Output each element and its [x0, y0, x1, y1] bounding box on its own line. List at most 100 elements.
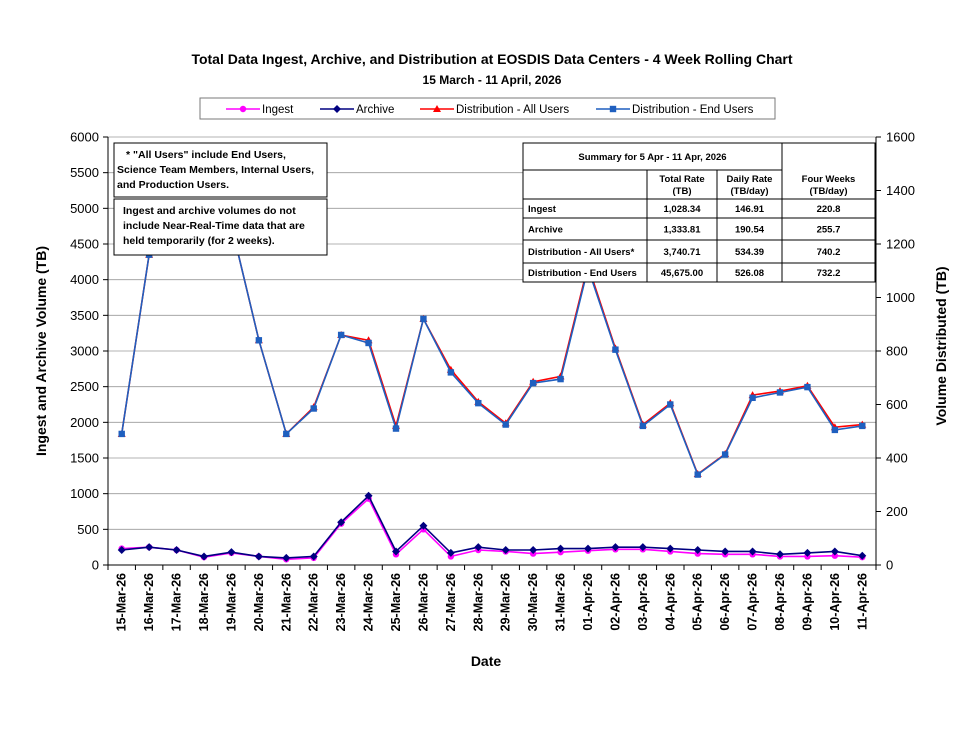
- data-point: [282, 553, 291, 562]
- legend-item: Distribution - All Users: [420, 104, 569, 116]
- note-line: Science Team Members, Internal Users,: [117, 164, 314, 176]
- summary-row-label: Distribution - All Users*: [528, 247, 635, 258]
- data-point: [638, 543, 647, 552]
- data-point: [145, 543, 154, 552]
- y-left-tick-label: 3000: [70, 344, 99, 359]
- y-right-tick-label: 600: [886, 397, 908, 412]
- x-tick-label: 17-Mar-26: [170, 573, 184, 631]
- x-tick-label: 10-Apr-26: [828, 573, 842, 631]
- data-point: [474, 543, 483, 552]
- y-right-tick-label: 1000: [886, 290, 915, 305]
- y-left-tick-label: 5000: [70, 201, 99, 216]
- data-point: [529, 546, 538, 555]
- legend-label: Distribution - End Users: [632, 104, 754, 116]
- series-distribution-end-users: [118, 214, 866, 478]
- note-line: and Production Users.: [117, 179, 229, 191]
- summary-cell-total: 1,028.34: [664, 204, 702, 215]
- summary-header-unit: (TB/day): [810, 186, 848, 197]
- legend-label: Distribution - All Users: [456, 104, 569, 116]
- data-point: [694, 471, 701, 478]
- legend-swatch-marker: [609, 105, 617, 113]
- summary-row-label: Archive: [528, 225, 563, 236]
- y-right-tick-label: 0: [886, 558, 893, 573]
- y-left-tick-label: 5500: [70, 165, 99, 180]
- legend-item: Ingest: [226, 104, 294, 116]
- y-left-tick-label: 2000: [70, 415, 99, 430]
- y-left-tick-label: 3500: [70, 308, 99, 323]
- x-tick-label: 11-Apr-26: [855, 573, 869, 630]
- y-right-tick-label: 400: [886, 451, 908, 466]
- summary-row-label: Ingest: [528, 204, 557, 215]
- data-point: [529, 379, 537, 387]
- x-tick-label: 19-Mar-26: [224, 573, 238, 631]
- y-left-tick-label: 4000: [70, 272, 99, 287]
- data-point: [446, 548, 455, 557]
- summary-cell-daily: 146.91: [735, 204, 765, 215]
- x-tick-label: 23-Mar-26: [334, 573, 348, 631]
- data-point: [447, 369, 455, 376]
- summary-frame: [522, 142, 876, 283]
- summary-header: Four Weeks: [802, 174, 856, 185]
- data-point: [254, 552, 263, 561]
- x-tick-label: 01-Apr-26: [581, 573, 595, 631]
- x-tick-label: 08-Apr-26: [773, 573, 787, 631]
- summary-header: Daily Rate: [727, 174, 773, 185]
- data-point: [392, 425, 400, 432]
- y-left-tick-label: 1000: [70, 486, 99, 501]
- x-axis-label: Date: [471, 653, 502, 669]
- data-point: [419, 521, 428, 530]
- note-line: include Near-Real-Time data that are: [123, 220, 305, 232]
- summary-cell-daily: 526.08: [735, 268, 764, 279]
- y-right-tick-label: 1200: [886, 237, 915, 252]
- x-tick-label: 03-Apr-26: [636, 573, 650, 631]
- data-point: [556, 544, 565, 553]
- x-tick-label: 29-Mar-26: [499, 573, 513, 631]
- data-point: [392, 547, 400, 556]
- y-right-tick-label: 200: [886, 504, 908, 519]
- data-point: [803, 548, 812, 557]
- summary-header-unit: (TB): [673, 186, 692, 197]
- legend-swatch-marker: [433, 105, 441, 112]
- summary-cell-total: 1,333.81: [664, 225, 702, 236]
- summary-header: Total Rate: [659, 174, 704, 185]
- y-left-tick-label: 6000: [70, 130, 99, 145]
- summary-title: Summary for 5 Apr - 11 Apr, 2026: [578, 152, 726, 163]
- legend-label: Ingest: [262, 104, 294, 116]
- x-tick-label: 25-Mar-26: [389, 573, 403, 631]
- data-point: [420, 315, 427, 323]
- data-point: [667, 401, 674, 408]
- legend-label: Archive: [356, 104, 394, 116]
- x-tick-label: 16-Mar-26: [142, 573, 156, 631]
- x-tick-label: 05-Apr-26: [691, 573, 705, 631]
- y-right-tick-label: 800: [886, 344, 908, 359]
- x-tick-label: 21-Mar-26: [279, 573, 293, 631]
- data-point: [858, 551, 867, 560]
- note-line: held temporarily (for 2 weeks).: [123, 235, 275, 247]
- data-point: [365, 339, 372, 347]
- data-point: [172, 546, 181, 555]
- data-point: [557, 375, 564, 383]
- x-tick-label: 30-Mar-26: [526, 573, 540, 631]
- note-frame: [113, 142, 328, 198]
- x-tick-label: 31-Mar-26: [554, 573, 568, 631]
- summary-table: Summary for 5 Apr - 11 Apr, 2026 Total Ra…: [522, 142, 876, 283]
- y-left-tick-label: 4500: [70, 237, 99, 252]
- data-point: [309, 552, 318, 561]
- x-tick-label: 24-Mar-26: [362, 573, 376, 631]
- x-tick-label: 07-Apr-26: [746, 573, 760, 631]
- note-line: Ingest and archive volumes do not: [123, 205, 296, 217]
- summary-cell-total: 3,740.71: [664, 247, 702, 258]
- note-box: Ingest and archive volumes do not include…: [113, 198, 328, 256]
- data-point: [337, 518, 346, 527]
- data-point: [227, 548, 236, 557]
- x-tick-label: 20-Mar-26: [252, 573, 266, 631]
- series-line: [120, 216, 863, 476]
- legend-item: Distribution - End Users: [596, 104, 754, 116]
- data-point: [721, 451, 729, 458]
- legend-item: Archive: [320, 104, 394, 116]
- x-tick-label: 26-Mar-26: [416, 573, 430, 631]
- legend-box: [199, 97, 776, 120]
- series-line: [121, 494, 863, 559]
- legend: Ingest Archive Distribution - All Users Dis…: [199, 97, 776, 120]
